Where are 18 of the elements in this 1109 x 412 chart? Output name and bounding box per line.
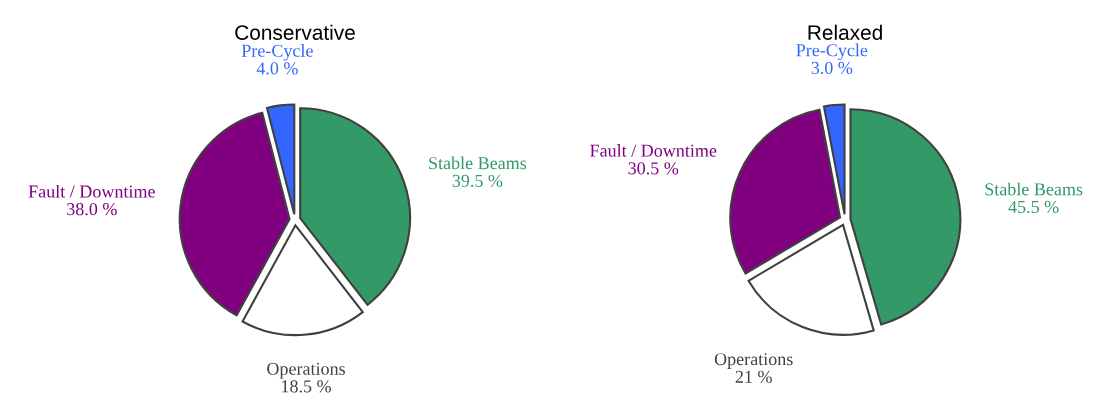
data-label: 4.0 % bbox=[256, 62, 298, 75]
data-label: 30.5 % bbox=[628, 162, 679, 175]
data-label: 18.5 % bbox=[282, 380, 331, 393]
data-label: 39.5 % bbox=[452, 174, 503, 187]
data-label: 21 % bbox=[735, 370, 772, 383]
slice-label: Pre-Cycle bbox=[241, 44, 313, 61]
slice-label: Pre-Cycle bbox=[796, 43, 868, 61]
slice-label: Stable Beams bbox=[985, 182, 1083, 196]
data-label: 3.0 % bbox=[811, 61, 853, 75]
chart-title: Conservative bbox=[235, 24, 355, 40]
slice-label: Operations bbox=[267, 362, 345, 379]
slice-label: Fault / Downtime bbox=[28, 184, 155, 198]
data-label: 45.5 % bbox=[1008, 200, 1059, 214]
chart-title: Relaxed bbox=[808, 24, 882, 40]
slice-label: Stable Beams bbox=[429, 156, 527, 170]
slice-label: Operations bbox=[714, 353, 793, 369]
data-label: 38.0 % bbox=[67, 203, 117, 216]
slice-label: Fault / Downtime bbox=[590, 144, 717, 157]
